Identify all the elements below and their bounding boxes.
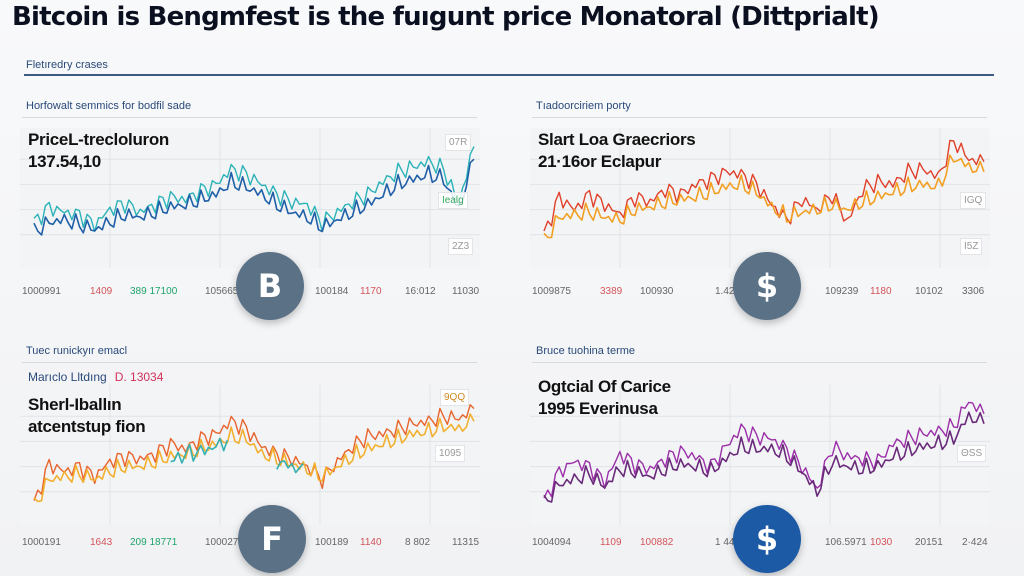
x-tick-label: 209 18771 [130,537,178,548]
series-line [33,413,475,503]
value-badge: 07R [445,134,472,151]
chart-label-value: 1995 Everinusa [538,399,658,418]
x-tick-label: 100189 [315,537,349,548]
x-tick-label: 1170 [360,286,382,297]
x-tick-label: 1009875 [532,286,571,297]
x-tick-label: 1030 [870,537,893,548]
chart-label-primary: PriceL-trecloluron [28,130,170,149]
series-line [33,158,475,236]
panel-caption: Bruce tuohina terme [536,345,636,357]
value-badge: IGQ [960,192,987,209]
chart-label-primary: Slart Loa Graecriors [538,130,696,149]
chart-panel-2: Tıadoorciriem porty Slart Loa Graecriors… [530,100,1002,320]
chart-panel-1: Horfowalt semmics for bodfil sade PriceL… [20,100,492,320]
meta-label: Marıclo Lltdıng [28,370,107,384]
series-line [543,154,985,239]
x-tick-label: 3389 [600,286,623,297]
series-line [33,146,475,233]
line-chart[interactable] [530,385,990,525]
chart-label-primary: Ogtcial Of Carice [538,377,671,396]
value-badge: 9QQ [440,389,470,406]
line-chart[interactable] [20,385,480,525]
panel-caption: Tıadoorciriem porty [536,100,631,112]
panel-caption: Horfowalt semmics for bodfil sade [26,100,192,112]
x-tick-label: 16:012 [405,286,436,297]
series-line [543,411,985,503]
chart-svg [530,128,990,268]
x-tick-label: 10102 [915,286,943,297]
x-tick-label: 11315 [452,537,480,548]
chart-svg [530,385,990,525]
value-badge: 1095 [435,445,466,462]
tether-coin-icon: F [238,505,306,573]
value-badge: I5Z [960,238,983,255]
panel-caption: Tuec runickyır emacl [26,345,128,357]
x-tick-label: 109239 [825,286,859,297]
x-tick-label: 105665 [205,286,239,297]
x-tick-label: 1109 [600,537,622,548]
x-tick-label: 1000991 [22,286,61,297]
x-tick-label: 100027 [205,537,239,548]
dollar-coin-icon: $ [733,505,801,573]
panel-divider [532,362,987,363]
header-divider [24,74,994,76]
series-line [543,401,985,499]
line-chart[interactable] [530,128,990,268]
value-badge: Iealg [438,192,468,209]
x-axis-ticks: 1000991 1409 389 17100 105665 100184 1170 16:0… [20,286,480,300]
chart-svg [20,385,480,525]
value-badge: ΘSS [957,445,987,462]
chart-panel-3: Tuec runickyır emacl Marıclo Lltdıng D. 1… [20,345,492,573]
meta-line: Marıclo Lltdıng D. 13034 [28,370,163,384]
x-tick-label: 106.5971 [825,537,867,548]
x-tick-label: 8 802 [405,537,431,548]
chart-label-value: 21·16or Eclapur [538,152,662,171]
x-tick-label: 100882 [640,537,674,548]
panel-divider [22,117,477,118]
value-badge: 2Z3 [448,238,474,255]
meta-value: D. 13034 [114,370,164,384]
series-line [543,139,985,232]
bitcoin-coin-icon: B [236,252,304,320]
x-tick-label: 1000191 [22,537,61,548]
x-tick-label: 2·424 [962,537,988,548]
x-tick-label: 389 17100 [130,286,178,297]
panel-divider [532,117,987,118]
series-line [33,404,475,501]
x-tick-label: 20151 [915,537,943,548]
x-tick-label: 100184 [315,286,349,297]
chart-svg [20,128,480,268]
x-tick-label: 1004094 [532,537,571,548]
chart-label-primary: Sherl-Iballın [28,395,122,414]
x-tick-label: 1643 [90,537,113,548]
x-tick-label: 1140 [360,537,382,548]
chart-label-value: atcentstup fion [28,417,146,436]
x-axis-ticks: 1000191 1643 209 18771 100027 100189 1140 8 80… [20,537,480,551]
x-tick-label: 3306 [962,286,985,297]
line-chart[interactable] [20,128,480,268]
x-tick-label: 11030 [452,286,480,297]
dollar-coin-icon: $ [733,252,801,320]
x-tick-label: 100930 [640,286,674,297]
x-tick-label: 1180 [870,286,892,297]
series-line [170,437,304,474]
section-subheading: Fletıredry crases [26,59,108,71]
x-tick-label: 1409 [90,286,113,297]
chart-panel-4: Bruce tuohina terme Ogtcial Of Carice 19… [530,345,1002,573]
page-title: Bitcoin is Bengmfest is the fuıgunt pric… [12,2,880,32]
panel-divider [22,362,477,363]
chart-label-value: 137.54,10 [28,152,101,171]
